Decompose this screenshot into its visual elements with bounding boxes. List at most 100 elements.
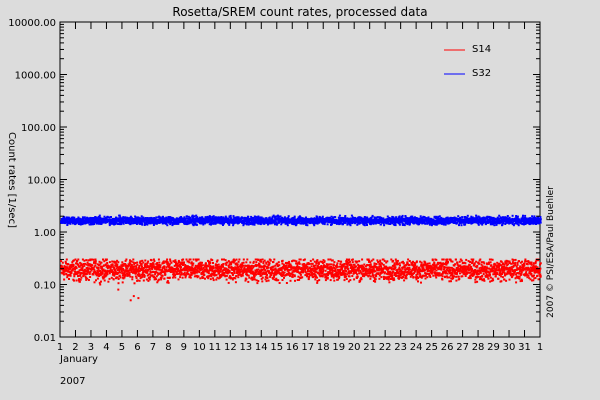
data-point [251, 276, 254, 279]
data-point [273, 278, 276, 281]
data-point [132, 271, 134, 274]
data-point [180, 266, 182, 269]
data-point [237, 216, 240, 219]
data-point [445, 268, 448, 271]
data-point [240, 268, 243, 271]
data-point [496, 261, 499, 264]
data-point [146, 261, 149, 264]
data-point [254, 269, 257, 272]
data-point [252, 217, 255, 220]
data-point [182, 264, 184, 266]
data-point [65, 262, 67, 265]
data-point [489, 270, 492, 273]
data-point [305, 263, 308, 266]
data-point [216, 264, 219, 266]
data-point [303, 258, 306, 261]
data-point [505, 262, 508, 265]
data-point [490, 264, 493, 267]
data-point [315, 267, 318, 270]
data-point [134, 216, 137, 219]
data-point [127, 265, 129, 268]
data-point [163, 265, 166, 268]
data-point [114, 221, 117, 224]
data-point [330, 275, 333, 278]
data-point [171, 276, 174, 279]
data-point [257, 258, 260, 261]
data-point [212, 279, 215, 282]
data-point [343, 263, 346, 265]
data-point [419, 273, 422, 276]
data-point [191, 264, 194, 267]
data-point [508, 262, 511, 264]
data-point [330, 271, 333, 274]
data-point [291, 223, 294, 225]
data-point [236, 216, 239, 219]
data-point [374, 278, 377, 281]
data-point [343, 272, 346, 275]
data-point [217, 269, 220, 271]
data-point [158, 278, 161, 281]
data-point [531, 279, 533, 282]
data-point [431, 259, 434, 262]
data-point [491, 258, 494, 261]
data-point [111, 264, 114, 267]
data-point [105, 265, 108, 268]
data-point [187, 273, 190, 276]
data-point [441, 272, 444, 275]
data-point [138, 275, 141, 277]
data-point [215, 260, 218, 263]
data-point [232, 261, 235, 264]
data-point [456, 266, 459, 269]
data-point [270, 220, 273, 223]
data-point [102, 264, 105, 267]
data-point [365, 273, 368, 275]
data-point [274, 264, 277, 267]
data-point [326, 272, 329, 275]
data-point [402, 276, 405, 278]
data-point [405, 273, 408, 276]
data-point [266, 276, 269, 279]
data-point-outlier [137, 297, 140, 300]
data-point [455, 267, 458, 269]
data-point [82, 263, 85, 265]
data-point [76, 260, 79, 263]
data-point [453, 275, 455, 278]
data-point [238, 269, 241, 272]
data-point [104, 263, 107, 266]
data-point [492, 273, 495, 276]
data-point [143, 224, 146, 226]
data-point [210, 265, 213, 268]
data-point [190, 273, 193, 276]
data-point [478, 262, 481, 265]
data-point [333, 261, 336, 264]
data-point [226, 272, 229, 275]
data-point [423, 263, 426, 266]
data-point [329, 258, 332, 261]
data-point [505, 259, 508, 262]
data-point [200, 266, 203, 269]
data-point [390, 268, 393, 271]
data-point [354, 270, 357, 273]
data-point [93, 265, 96, 268]
data-point [156, 262, 159, 264]
data-point [285, 274, 288, 276]
data-point [508, 269, 511, 272]
data-point [445, 263, 448, 266]
data-point [255, 265, 258, 268]
data-point [437, 268, 440, 271]
data-point [410, 271, 413, 274]
data-point [312, 223, 315, 225]
data-point [177, 217, 179, 220]
data-point [311, 267, 314, 270]
data-point [98, 264, 101, 267]
data-point [475, 266, 478, 269]
data-point [281, 279, 284, 281]
data-point [180, 263, 183, 266]
data-point [135, 277, 138, 280]
data-point [89, 276, 92, 278]
data-point [334, 270, 337, 273]
data-point [473, 262, 476, 265]
data-point [128, 269, 131, 272]
data-point [459, 264, 462, 267]
data-point [125, 264, 127, 267]
